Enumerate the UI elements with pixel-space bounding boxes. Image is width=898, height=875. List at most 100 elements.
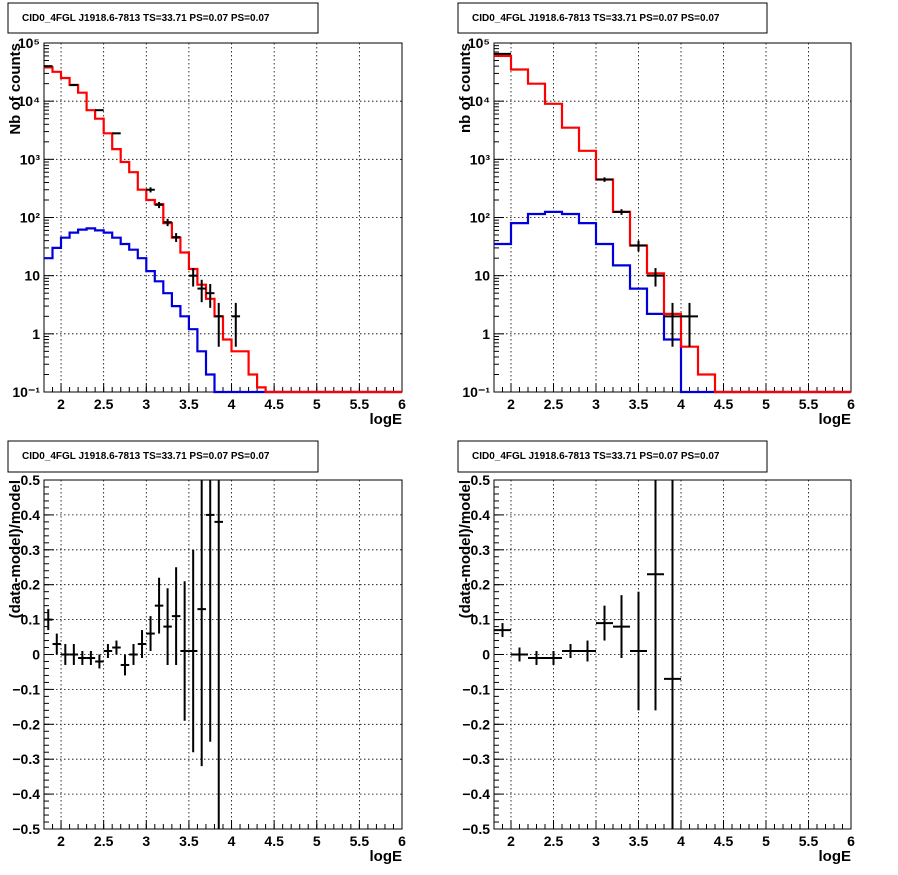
x-tick-label: 6 [847,833,855,849]
title-box [457,440,768,473]
x-tick-label: 3.5 [179,396,199,412]
series-line-source-model [494,210,851,394]
x-tick-label: 6 [398,396,406,412]
data-point [205,283,215,308]
y-tick-label: −0.4 [12,786,40,802]
data-point [78,651,87,665]
x-tick-label: 5 [313,833,321,849]
y-tick-label: 1 [482,326,490,342]
series-line-total-model [44,66,402,394]
data-point [511,647,528,662]
data-point [664,302,681,347]
y-tick-label: −0.1 [12,681,40,697]
x-tick-label: 5.5 [350,833,370,849]
y-tick-label: −0.5 [462,821,490,837]
y-tick-label: −0.1 [462,681,490,697]
y-axis-title: Nb of counts [7,43,24,135]
data-point [171,567,181,665]
x-tick-label: 3.5 [629,396,649,412]
chart-title: CID0_4FGL J1918.6-7813 TS=33.71 PS=0.07 … [22,451,270,462]
data-point [579,640,596,662]
x-tick-label: 3 [142,833,150,849]
data-point [188,268,198,287]
data-point [205,480,215,742]
x-tick-label: 3 [142,396,150,412]
y-tick-label: −0.5 [12,821,40,837]
data-point [163,218,172,227]
data-point [613,595,630,658]
data-point [103,644,113,658]
x-tick-label: 2.5 [544,833,564,849]
x-axis-title: logE [370,411,403,428]
x-axis-title: logE [370,848,403,865]
x-tick-label: 5.5 [799,396,819,412]
data-point [647,480,664,711]
data-point [214,480,223,829]
y-tick-label: 10⁴ [18,93,41,109]
y-tick-label: 0.3 [21,542,41,558]
y-tick-label: 0.5 [21,472,41,488]
title-box [7,440,319,473]
chart-panel-counts_fine: CID0_4FGL J1918.6-7813 TS=33.71 PS=0.07 … [7,2,406,428]
data-point [197,480,206,767]
data-point [52,633,62,655]
title-box [7,2,319,34]
data-point [146,187,155,193]
x-tick-label: 5 [762,396,770,412]
data-point [137,630,147,658]
y-axis-title: (data-model)/model [457,480,474,618]
chart-panel-counts_coarse: CID0_4FGL J1918.6-7813 TS=33.71 PS=0.07 … [457,2,855,428]
x-tick-label: 4 [677,396,685,412]
y-tick-label: 0.3 [471,542,491,558]
y-tick-label: 0 [32,647,40,663]
series-line-source-model [44,227,402,394]
y-tick-label: −0.3 [462,751,490,767]
x-tick-label: 2 [57,396,65,412]
data-point [188,549,198,753]
x-tick-label: 5 [762,833,770,849]
data-point [681,302,698,347]
data-point [494,623,511,638]
data-point [146,616,155,652]
y-tick-label: 0.4 [471,507,491,523]
x-axis-title: logE [819,848,852,865]
data-point [630,240,647,252]
data-point [664,480,681,829]
data-point [86,651,96,665]
x-tick-label: 2.5 [94,833,114,849]
x-tick-label: 2.5 [544,396,564,412]
x-tick-label: 6 [398,833,406,849]
y-tick-label: 10⁴ [468,93,491,109]
data-point [613,209,630,215]
title-box [457,2,768,34]
y-tick-label: 0 [482,647,490,663]
data-point [154,201,164,209]
x-tick-label: 3.5 [179,833,199,849]
data-point [562,644,579,658]
data-point [95,654,104,669]
y-tick-label: 10² [470,210,491,226]
y-tick-label: 10² [20,210,41,226]
y-tick-label: −0.2 [462,716,490,732]
data-point [44,609,53,631]
x-tick-label: 3 [592,396,600,412]
data-point [231,302,241,347]
x-tick-label: 4.5 [714,396,734,412]
x-tick-label: 6 [847,396,855,412]
data-point [171,233,181,242]
y-tick-label: 0.5 [471,472,491,488]
x-tick-label: 4 [228,833,236,849]
data-point [596,177,613,182]
x-tick-label: 5.5 [799,833,819,849]
chart-title: CID0_4FGL J1918.6-7813 TS=33.71 PS=0.07 … [472,451,720,462]
data-point [61,644,70,665]
data-point [120,654,130,676]
y-tick-label: 0.4 [21,507,41,523]
y-tick-label: −0.2 [12,716,40,732]
y-tick-label: 10⁵ [468,35,490,51]
data-point [129,644,138,665]
data-point [596,605,613,641]
chart-panel-residuals_fine: CID0_4FGL J1918.6-7813 TS=33.71 PS=0.07 … [7,440,406,865]
data-point [180,581,189,721]
